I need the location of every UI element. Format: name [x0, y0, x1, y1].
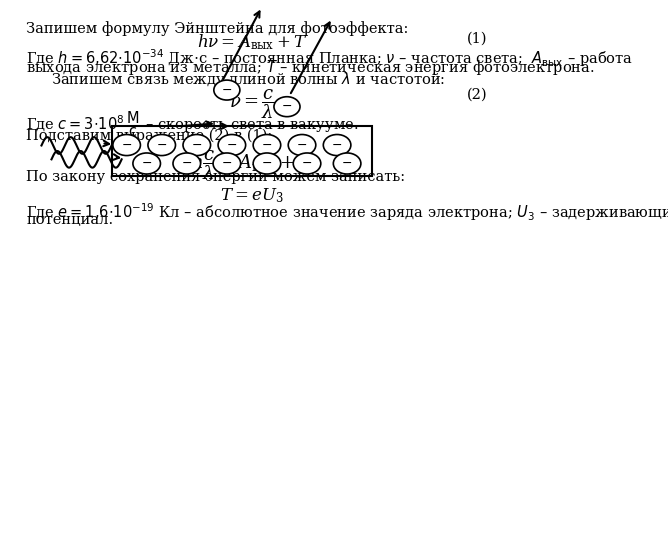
Ellipse shape [214, 80, 240, 100]
Text: −: − [297, 139, 307, 152]
Text: $h\dfrac{c}{\lambda} = A_{\text{вых}} + T$: $h\dfrac{c}{\lambda} = A_{\text{вых}} + … [191, 148, 313, 182]
Text: $T = eU_3$: $T = eU_3$ [220, 186, 284, 204]
Text: −: − [262, 139, 272, 152]
Ellipse shape [253, 153, 281, 174]
Text: (2): (2) [467, 87, 488, 101]
Text: Подставим выражение (2) в (1):: Подставим выражение (2) в (1): [27, 129, 273, 143]
Ellipse shape [113, 134, 140, 155]
Bar [112, 126, 372, 176]
Text: выхода электрона из металла; $T$ – кинетическая энергия фотоэлектрона.: выхода электрона из металла; $T$ – кинет… [27, 58, 595, 77]
Ellipse shape [293, 153, 321, 174]
Text: Где $c = 3{\cdot}10^{8}\, \dfrac{\text{М}}{\text{с}}$ – скорость света в вакууме: Где $c = 3{\cdot}10^{8}\, \dfrac{\text{М… [27, 110, 359, 139]
Ellipse shape [173, 153, 200, 174]
Ellipse shape [253, 134, 281, 155]
Ellipse shape [333, 153, 361, 174]
Text: (1): (1) [467, 32, 488, 46]
Ellipse shape [323, 134, 351, 155]
Ellipse shape [148, 134, 176, 155]
Ellipse shape [274, 97, 300, 116]
Text: −: − [262, 157, 272, 170]
Text: $\nu = \dfrac{c}{\lambda}$: $\nu = \dfrac{c}{\lambda}$ [228, 87, 275, 121]
Text: −: − [222, 84, 232, 96]
Ellipse shape [288, 134, 316, 155]
Text: −: − [282, 100, 292, 113]
Ellipse shape [218, 134, 246, 155]
Text: −: − [142, 157, 152, 170]
Ellipse shape [183, 134, 210, 155]
Text: −: − [192, 139, 202, 152]
Text: Запишем формулу Эйнштейна для фотоэффекта:: Запишем формулу Эйнштейна для фотоэффект… [27, 21, 409, 36]
Text: −: − [156, 139, 167, 152]
Text: Где $e = 1{,}6{\cdot}10^{-19}$ Кл – абсолютное значение заряда электрона; $U_3$ : Где $e = 1{,}6{\cdot}10^{-19}$ Кл – абсо… [27, 201, 668, 223]
Text: −: − [226, 139, 237, 152]
Ellipse shape [133, 153, 160, 174]
Text: потенциал.: потенциал. [27, 213, 114, 227]
Text: Где $h = 6{,}62{\cdot}10^{-34}$ Дж⋅с – постоянная Планка; $\nu$ – частота света;: Где $h = 6{,}62{\cdot}10^{-34}$ Дж⋅с – п… [27, 47, 633, 69]
Text: $h\nu = A_{\text{вых}} + T$: $h\nu = A_{\text{вых}} + T$ [197, 32, 307, 52]
Text: −: − [122, 139, 132, 152]
Ellipse shape [213, 153, 240, 174]
Text: −: − [302, 157, 312, 170]
Text: −: − [332, 139, 342, 152]
Text: −: − [222, 157, 232, 170]
Text: −: − [342, 157, 352, 170]
Text: Запишем связь между длиной волны $\lambda$ и частотой:: Запишем связь между длиной волны $\lambd… [51, 70, 446, 89]
Text: −: − [182, 157, 192, 170]
Text: По закону сохранения энергии можем записать:: По закону сохранения энергии можем запис… [27, 170, 405, 184]
